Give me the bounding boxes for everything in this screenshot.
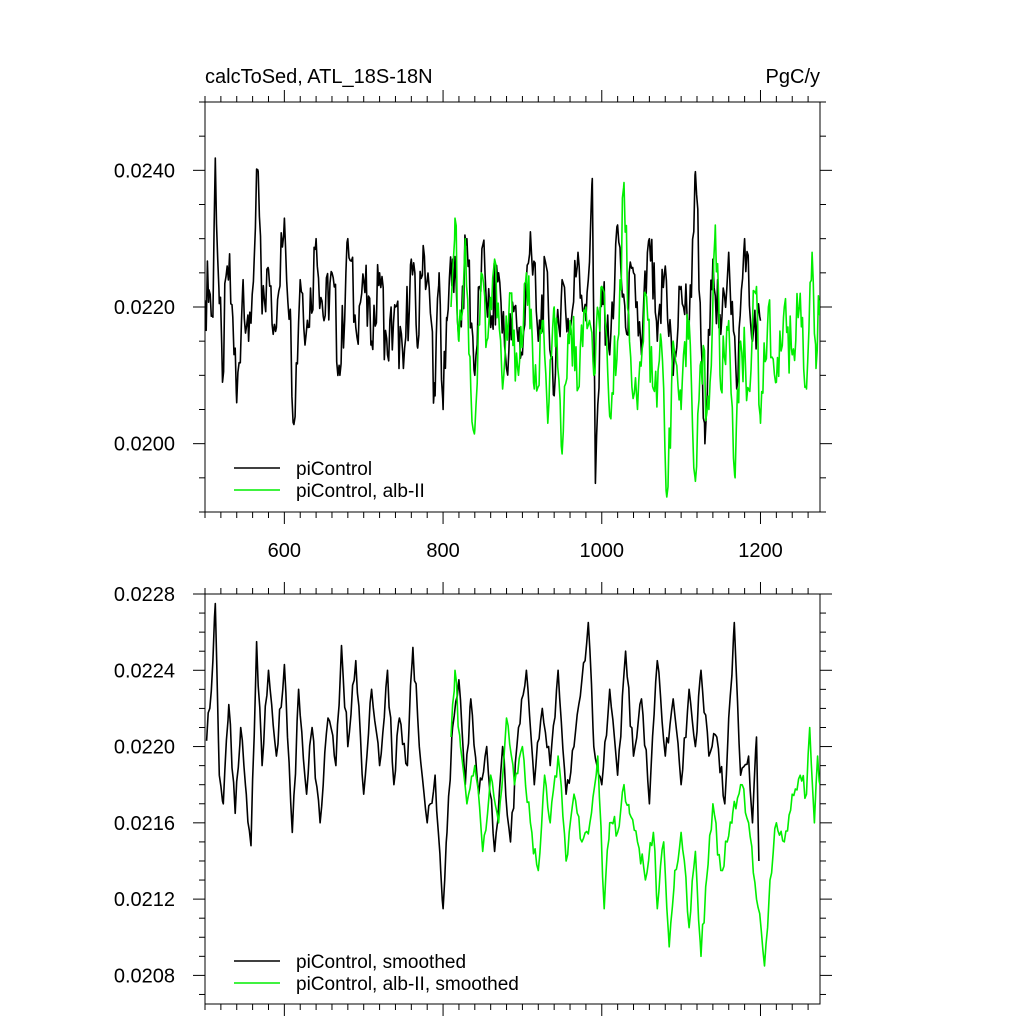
y-tick-label: 0.0208 bbox=[114, 965, 175, 987]
x-tick-label: 1000 bbox=[580, 540, 625, 562]
y-tick-label: 0.0240 bbox=[114, 160, 175, 182]
legend-label: piControl, alb-II, smoothed bbox=[296, 974, 519, 995]
y-tick-label: 0.0216 bbox=[114, 813, 175, 835]
legend-label: piControl, smoothed bbox=[296, 952, 466, 973]
series-line-picontrol bbox=[205, 602, 760, 910]
series-line-picontrol-alb-ii bbox=[450, 181, 820, 498]
y-tick-label: 0.0200 bbox=[114, 434, 175, 456]
x-tick-label: 600 bbox=[268, 540, 301, 562]
top-panel: 600 800 1000 1200 0.0200 0.0220 0.0240 calcToSe… bbox=[114, 66, 832, 562]
chart-title: calcToSed, ATL_18S-18N bbox=[205, 66, 433, 88]
legend-label: piControl, alb-II bbox=[296, 481, 425, 502]
chart-units: PgC/y bbox=[766, 66, 820, 88]
y-tick-label: 0.0220 bbox=[114, 737, 175, 759]
x-tick-label: 1200 bbox=[738, 540, 783, 562]
y-tick-label: 0.0220 bbox=[114, 297, 175, 319]
series-line-picontrol bbox=[205, 157, 762, 485]
x-tick-label: 800 bbox=[426, 540, 459, 562]
y-tick-label: 0.0224 bbox=[114, 660, 175, 682]
y-tick-label: 0.0228 bbox=[114, 584, 175, 606]
series-line-picontrol-alb-ii bbox=[450, 669, 820, 967]
bottom-panel: 0.0208 0.0212 0.0216 0.0220 0.0224 0.0228 piCo… bbox=[114, 582, 832, 1016]
plot-frame bbox=[204, 593, 821, 1005]
legend-label: piControl bbox=[296, 459, 372, 480]
y-tick-label: 0.0212 bbox=[114, 889, 175, 911]
